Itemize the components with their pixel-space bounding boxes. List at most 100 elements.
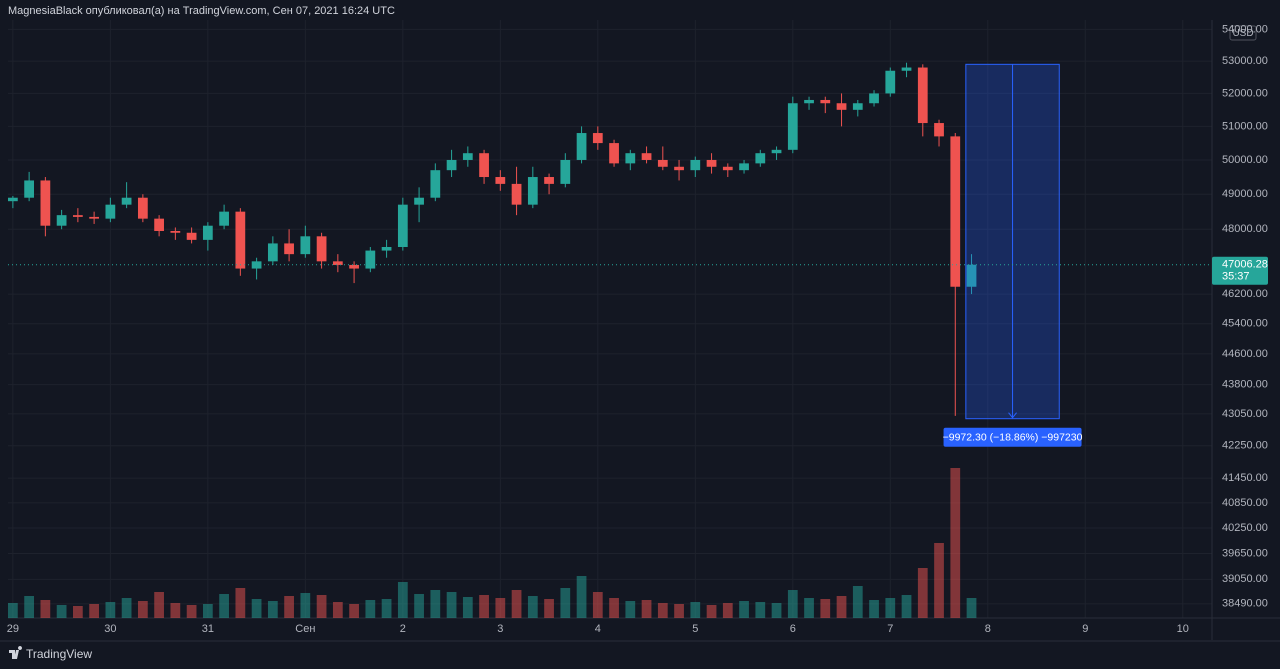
- volume-bar: [316, 595, 327, 618]
- candle-body: [202, 225, 213, 240]
- candle-body: [40, 180, 51, 226]
- candle-body: [706, 159, 717, 167]
- countdown-label: 35:37: [1222, 271, 1250, 283]
- volume-bar: [202, 604, 213, 618]
- volume-bar: [89, 604, 99, 618]
- volume-bar: [414, 594, 424, 618]
- candle-body: [72, 215, 83, 217]
- volume-bar: [284, 596, 294, 618]
- candle-body: [316, 236, 327, 262]
- volume-bar: [349, 604, 359, 618]
- x-tick-label: 29: [7, 623, 19, 635]
- candle-body: [722, 166, 733, 171]
- x-tick-label: 6: [790, 623, 796, 635]
- y-tick-label: 43050.00: [1222, 408, 1268, 420]
- candle-body: [917, 67, 928, 124]
- y-tick-label: 43800.00: [1222, 378, 1268, 390]
- candle-body: [609, 143, 619, 164]
- candle-body: [105, 204, 116, 219]
- y-tick-label: 54000.00: [1222, 23, 1268, 35]
- volume-bar: [674, 604, 684, 618]
- candle-body: [8, 197, 18, 202]
- volume-bar: [381, 599, 392, 618]
- x-tick-label: 4: [595, 623, 601, 635]
- footer-brand: TradingView: [26, 647, 92, 661]
- candle-body: [495, 177, 506, 184]
- volume-bar: [170, 603, 181, 618]
- volume-bar: [511, 590, 522, 618]
- volume-bar: [641, 600, 652, 618]
- y-tick-label: 40250.00: [1222, 522, 1268, 534]
- y-tick-label: 45400.00: [1222, 318, 1268, 330]
- volume-bar: [950, 468, 961, 618]
- y-tick-label: 39650.00: [1222, 547, 1268, 559]
- y-tick-label: 39050.00: [1222, 573, 1268, 585]
- volume-bar: [105, 602, 116, 618]
- candle-body: [852, 103, 863, 110]
- x-tick-label: 8: [985, 623, 991, 635]
- volume-bar: [869, 600, 879, 618]
- candle-body: [885, 70, 896, 94]
- candle-body: [56, 215, 67, 226]
- candle-body: [219, 211, 229, 226]
- candle-body: [332, 261, 343, 265]
- candle-body: [657, 159, 668, 167]
- candle-body: [641, 153, 652, 160]
- volume-bar: [495, 598, 506, 618]
- volume-bar: [592, 592, 603, 618]
- y-tick-label: 52000.00: [1222, 87, 1268, 99]
- candle-body: [479, 153, 489, 178]
- volume-bar: [365, 600, 376, 618]
- volume-bar: [820, 599, 831, 618]
- x-tick-label: 9: [1082, 623, 1088, 635]
- candle-body: [284, 243, 294, 255]
- volume-bar: [397, 582, 408, 618]
- volume-bar: [544, 599, 554, 618]
- candle-body: [300, 236, 311, 255]
- candle-body: [836, 103, 847, 110]
- x-tick-label: 2: [400, 623, 406, 635]
- y-tick-label: 51000.00: [1222, 120, 1268, 132]
- volume-bar: [332, 602, 343, 618]
- y-tick-label: 40850.00: [1222, 497, 1268, 509]
- candle-body: [121, 197, 132, 205]
- volume-bar: [722, 603, 733, 618]
- candle-body: [446, 159, 457, 171]
- candle-body: [235, 211, 246, 269]
- volume-bar: [657, 603, 668, 618]
- candle-body: [349, 264, 359, 269]
- candle-body: [24, 180, 34, 198]
- volume-bar: [609, 598, 619, 618]
- candle-body: [966, 264, 977, 287]
- x-tick-label: 10: [1177, 623, 1189, 635]
- y-tick-label: 53000.00: [1222, 55, 1268, 67]
- y-tick-label: 46200.00: [1222, 288, 1268, 300]
- candle-body: [511, 183, 522, 205]
- logo: [9, 646, 23, 659]
- volume-bar: [462, 597, 473, 618]
- candle-body: [625, 153, 636, 164]
- volume-bar: [40, 600, 51, 618]
- candle-body: [576, 133, 587, 160]
- volume-bar: [430, 590, 441, 618]
- candle-body: [771, 149, 782, 154]
- candle-body: [186, 232, 197, 240]
- volume-bar: [251, 599, 262, 618]
- x-tick-label: 5: [692, 623, 698, 635]
- y-tick-label: 38490.00: [1222, 598, 1268, 610]
- volume-bar: [934, 543, 944, 618]
- currency-box: [1229, 25, 1257, 41]
- volume-bar: [625, 601, 636, 618]
- x-tick-label: Сен: [295, 623, 315, 635]
- y-tick-label: 44600.00: [1222, 348, 1268, 360]
- y-tick-label: 42250.00: [1222, 440, 1268, 452]
- candle-body: [674, 166, 684, 171]
- volume-bar: [527, 596, 538, 618]
- candle-body: [527, 177, 538, 205]
- volume-bar: [576, 576, 587, 618]
- volume-bar: [917, 568, 928, 618]
- volume-bar: [121, 598, 132, 618]
- candle-body: [787, 103, 798, 150]
- volume-bar: [56, 605, 67, 618]
- volume-bar: [186, 605, 197, 618]
